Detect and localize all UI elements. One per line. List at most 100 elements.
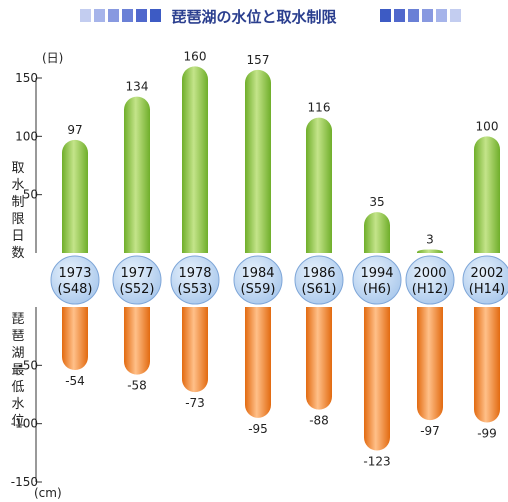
lower-value-label: -54: [65, 374, 85, 388]
era-label: (S53): [178, 282, 213, 297]
year-circle: [462, 255, 508, 305]
lower-value-label: -123: [363, 455, 390, 469]
year-label: 1984: [241, 266, 274, 281]
era-label: (S52): [120, 282, 155, 297]
upper-bar: [306, 117, 332, 253]
year-label: 1973: [58, 266, 91, 281]
lower-bar: [62, 307, 88, 370]
lower-bar: [245, 307, 271, 418]
upper-tick-label: 150: [15, 71, 38, 85]
upper-axis-unit: (日): [42, 51, 63, 65]
era-label: (S48): [58, 282, 93, 297]
title-square: [394, 9, 405, 22]
lower-tick-label: -50: [18, 358, 38, 372]
upper-value-label: 100: [476, 119, 499, 133]
title-square: [450, 9, 461, 22]
upper-bar: [474, 136, 500, 253]
lower-bar: [182, 307, 208, 393]
axis-label-char: 湖: [11, 346, 24, 361]
lower-bar: [124, 307, 150, 375]
axis-label-char: 琶: [11, 329, 24, 344]
era-label: (S61): [302, 282, 337, 297]
title-squares-left: [80, 9, 161, 22]
axis-label-char: 限: [11, 212, 24, 227]
upper-bar: [417, 249, 443, 253]
title-square: [94, 9, 105, 22]
year-circle: [405, 255, 455, 305]
era-label: (H14): [469, 282, 505, 297]
lower-value-label: -58: [127, 379, 147, 393]
lower-tick-label: -100: [11, 417, 38, 431]
title-square: [436, 9, 447, 22]
year-circle: [294, 255, 344, 305]
title-square: [150, 9, 161, 22]
axis-label-char: 制: [11, 195, 24, 210]
title-square: [122, 9, 133, 22]
lower-bar: [364, 307, 390, 451]
title-squares-right: [380, 9, 461, 22]
upper-bar: [245, 69, 271, 253]
lower-value-label: -88: [309, 414, 329, 428]
value-labels: 97 -54 134 -58 160 -73 157 -95 116 -88 35 -123 3 -97 1…: [65, 49, 498, 468]
upper-bar: [182, 66, 208, 253]
axis-label-char: 低: [11, 380, 24, 395]
lower-bar: [474, 307, 500, 423]
year-circle: [112, 255, 162, 305]
upper-bars: [62, 66, 500, 253]
title-square: [108, 9, 119, 22]
upper-tick-label: 50: [23, 188, 38, 202]
upper-bar: [364, 212, 390, 253]
era-label: (H6): [363, 282, 391, 297]
lower-bars: [62, 307, 500, 451]
year-circle: [50, 255, 100, 305]
title-square: [380, 9, 391, 22]
upper-bar: [62, 139, 88, 253]
lower-bar: [417, 307, 443, 421]
chart-title: 琵琶湖の水位と取水制限: [171, 8, 336, 26]
era-label: (H12): [412, 282, 448, 297]
upper-value-label: 134: [126, 80, 149, 94]
year-circle: [233, 255, 283, 305]
upper-value-label: 157: [247, 53, 270, 67]
axis-label-char: 琵: [11, 312, 24, 327]
lower-bar: [306, 307, 332, 410]
upper-bar: [124, 96, 150, 253]
year-circles: 1973(S48) 1977(S52) 1978(S53) 1984(S59) 1986…: [50, 255, 508, 305]
title-square: [422, 9, 433, 22]
year-label: 2002: [470, 266, 503, 281]
axis-label-char: 水: [11, 397, 24, 412]
year-label: 1978: [178, 266, 211, 281]
axis-group: 50 100 150 -50 -100 -150: [11, 71, 42, 489]
lower-axis-unit: (cm): [34, 486, 62, 500]
upper-value-label: 116: [308, 101, 331, 115]
axis-label-char: 位: [11, 414, 24, 429]
upper-tick-label: 100: [15, 129, 38, 143]
axis-label-char: 水: [11, 178, 24, 193]
lower-value-label: -95: [248, 422, 268, 436]
lower-value-label: -97: [420, 424, 440, 438]
axis-label-char: 日: [11, 229, 24, 244]
upper-value-label: 3: [426, 233, 434, 247]
year-label: 1986: [302, 266, 335, 281]
title-square: [408, 9, 419, 22]
upper-value-label: 160: [184, 49, 207, 63]
lower-tick-label: -150: [11, 475, 38, 489]
chart-title-group: 琵琶湖の水位と取水制限: [80, 8, 461, 26]
year-label: 1977: [120, 266, 153, 281]
lower-value-label: -99: [477, 427, 497, 441]
year-circle: [170, 255, 220, 305]
title-square: [80, 9, 91, 22]
lower-value-label: -73: [185, 396, 205, 410]
title-square: [136, 9, 147, 22]
axis-label-char: 取: [11, 161, 24, 176]
upper-value-label: 97: [67, 123, 82, 137]
axis-label-char: 数: [11, 246, 24, 261]
era-label: (S59): [241, 282, 276, 297]
year-circle: [352, 255, 402, 305]
axis-label-char: 最: [11, 363, 24, 378]
year-label: 1994: [360, 266, 393, 281]
upper-value-label: 35: [369, 195, 384, 209]
